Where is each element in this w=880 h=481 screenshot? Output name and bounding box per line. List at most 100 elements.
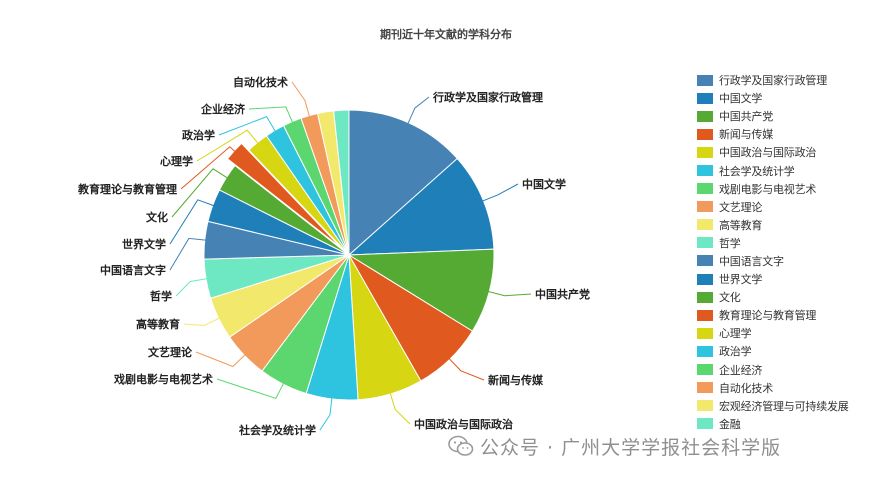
- legend-label: 宏观经济管理与可持续发展: [719, 399, 849, 413]
- label-connector-政治学: [218, 116, 277, 136]
- legend-item-教育理论与教育管理[interactable]: 教育理论与教育管理: [697, 306, 877, 324]
- legend-swatch: [697, 237, 713, 249]
- slice-label-中国政治与国际政治: 中国政治与国际政治: [414, 417, 513, 431]
- legend-swatch: [697, 418, 713, 430]
- label-connector-中国政治与国际政治: [389, 391, 411, 425]
- slice-label-世界文学: 世界文学: [122, 237, 166, 251]
- legend-swatch: [697, 201, 713, 213]
- legend-label: 心理学: [719, 327, 752, 341]
- legend-item-心理学[interactable]: 心理学: [697, 324, 877, 342]
- legend-label: 自动化技术: [719, 381, 773, 395]
- slice-label-戏剧电影与电视艺术: 戏剧电影与电视艺术: [113, 372, 213, 386]
- legend-label: 中国文学: [719, 92, 763, 106]
- legend-item-戏剧电影与电视艺术[interactable]: 戏剧电影与电视艺术: [697, 180, 877, 198]
- slice-label-社会学及统计学: 社会学及统计学: [238, 423, 316, 437]
- slice-label-政治学: 政治学: [182, 128, 215, 142]
- legend-label: 社会学及统计学: [719, 164, 795, 178]
- legend-label: 企业经济: [719, 363, 763, 377]
- legend-swatch: [697, 110, 713, 122]
- legend-label: 金融: [719, 417, 741, 431]
- legend-item-金融[interactable]: 金融: [697, 415, 877, 433]
- label-connector-哲学: [175, 278, 209, 297]
- legend-swatch: [697, 273, 713, 285]
- legend-item-中国政治与国际政治[interactable]: 中国政治与国际政治: [697, 143, 877, 161]
- slice-label-中国语言文字: 中国语言文字: [100, 263, 166, 277]
- legend-item-企业经济[interactable]: 企业经济: [697, 361, 877, 379]
- label-connector-文化: [171, 168, 229, 218]
- legend-swatch: [697, 74, 713, 86]
- legend-swatch: [697, 219, 713, 231]
- legend-swatch: [697, 128, 713, 140]
- legend-label: 新闻与传媒: [719, 128, 773, 142]
- slice-label-自动化技术: 自动化技术: [233, 75, 288, 89]
- legend-swatch: [697, 183, 713, 195]
- legend-swatch: [697, 309, 713, 321]
- label-connector-中国语言文字: [169, 237, 207, 271]
- legend-swatch: [697, 382, 713, 394]
- label-connector-企业经济: [248, 106, 294, 124]
- legend-swatch: [697, 291, 713, 303]
- slice-label-文化: 文化: [146, 210, 168, 224]
- legend-item-中国共产党[interactable]: 中国共产党: [697, 107, 877, 125]
- label-connector-社会学及统计学: [319, 396, 333, 431]
- chart-legend: 行政学及国家行政管理中国文学中国共产党新闻与传媒中国政治与国际政治 社会学及统计学…: [697, 71, 877, 433]
- legend-label: 中国语言文字: [719, 254, 784, 268]
- legend-item-高等教育[interactable]: 高等教育: [697, 216, 877, 234]
- legend-item-世界文学[interactable]: 世界文学: [697, 270, 877, 288]
- watermark-text: 公众号 · 广州大学学报社会科学版: [480, 436, 782, 459]
- legend-label: 政治学: [719, 345, 752, 359]
- chart-title: 期刊近十年文献的学科分布: [380, 27, 512, 41]
- slice-label-高等教育: 高等教育: [136, 317, 180, 331]
- legend-swatch: [697, 255, 713, 267]
- label-connector-高等教育: [183, 317, 221, 326]
- watermark: 公众号 · 广州大学学报社会科学版: [448, 432, 781, 460]
- label-connector-自动化技术: [291, 81, 311, 118]
- pie-slice-金融[interactable]: [333, 109, 350, 256]
- label-connector-心理学: [196, 129, 260, 162]
- legend-label: 戏剧电影与电视艺术: [719, 182, 817, 196]
- legend-item-新闻与传媒[interactable]: 新闻与传媒: [697, 125, 877, 143]
- slice-label-中国共产党: 中国共产党: [535, 287, 590, 301]
- legend-item-哲学[interactable]: 哲学: [697, 234, 877, 252]
- legend-item-文化[interactable]: 文化: [697, 288, 877, 306]
- legend-item-社会学及统计学[interactable]: 社会学及统计学: [697, 161, 877, 179]
- legend-label: 高等教育: [719, 218, 763, 232]
- legend-label: 中国政治与国际政治: [719, 146, 817, 160]
- legend-swatch: [697, 92, 713, 104]
- legend-item-文艺理论[interactable]: 文艺理论: [697, 198, 877, 216]
- slice-label-心理学: 心理学: [160, 154, 193, 168]
- legend-label: 哲学: [719, 236, 741, 250]
- legend-item-政治学[interactable]: 政治学: [697, 342, 877, 360]
- slice-label-教育理论与教育管理: 教育理论与教育管理: [77, 182, 177, 196]
- label-connector-中国共产党: [487, 290, 532, 297]
- legend-swatch: [697, 146, 713, 158]
- legend-swatch: [697, 327, 713, 339]
- legend-item-中国语言文字[interactable]: 中国语言文字: [697, 252, 877, 270]
- legend-item-自动化技术[interactable]: 自动化技术: [697, 379, 877, 397]
- slice-label-哲学: 哲学: [150, 289, 172, 303]
- pie-slices: [203, 109, 495, 401]
- label-connector-中国文学: [481, 183, 519, 202]
- label-connector-新闻与传媒: [448, 357, 485, 381]
- legend-label: 世界文学: [719, 273, 763, 287]
- legend-item-宏观经济管理与可持续发展[interactable]: 宏观经济管理与可持续发展: [697, 397, 877, 415]
- legend-swatch: [697, 165, 713, 177]
- label-connector-行政学及国家行政管理: [407, 96, 430, 125]
- slice-label-文艺理论: 文艺理论: [148, 345, 193, 359]
- legend-swatch: [697, 400, 713, 412]
- slice-label-中国文学: 中国文学: [522, 177, 566, 191]
- legend-swatch: [697, 345, 713, 357]
- legend-item-中国文学[interactable]: 中国文学: [697, 89, 877, 107]
- wechat-icon: [448, 435, 474, 456]
- legend-label: 中国共产党: [719, 110, 773, 124]
- legend-swatch: [697, 364, 713, 376]
- legend-label: 教育理论与教育管理: [719, 309, 817, 323]
- label-connector-戏剧电影与电视艺术: [216, 378, 285, 400]
- legend-label: 文艺理论: [719, 200, 763, 214]
- slice-label-新闻与传媒: 新闻与传媒: [488, 373, 544, 387]
- slice-label-企业经济: 企业经济: [200, 102, 246, 116]
- legend-item-行政学及国家行政管理[interactable]: 行政学及国家行政管理: [697, 71, 877, 89]
- label-connector-世界文学: [169, 199, 215, 245]
